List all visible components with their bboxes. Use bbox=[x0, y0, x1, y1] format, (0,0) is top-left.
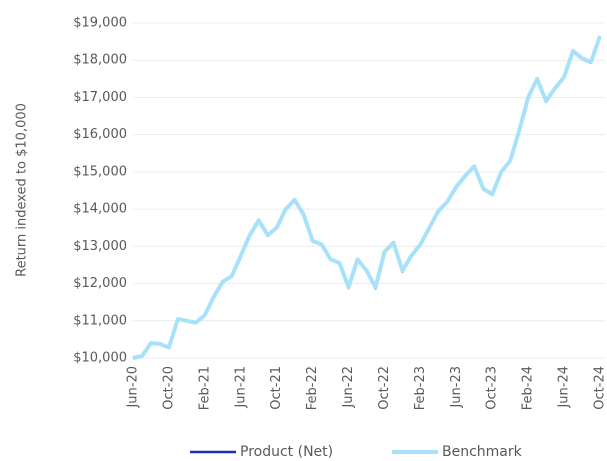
y-tick-label: $17,000 bbox=[73, 90, 127, 105]
x-tick-label: Feb-24 bbox=[521, 366, 536, 410]
y-tick-label: $18,000 bbox=[73, 53, 127, 68]
y-tick-label: $16,000 bbox=[73, 127, 127, 142]
x-tick-label: Jun-21 bbox=[233, 366, 248, 409]
y-tick-label: $19,000 bbox=[73, 16, 127, 31]
x-tick-label: Jun-20 bbox=[126, 366, 141, 409]
x-tick-label: Feb-23 bbox=[413, 366, 428, 410]
series-line bbox=[132, 35, 602, 360]
y-tick-label: $13,000 bbox=[73, 239, 127, 254]
x-tick-label: Oct-22 bbox=[377, 366, 392, 410]
x-tick-label: Feb-21 bbox=[197, 366, 212, 410]
y-tick-label: $11,000 bbox=[73, 313, 127, 328]
x-tick-label: Oct-20 bbox=[161, 366, 176, 410]
x-tick-label: Jun-22 bbox=[341, 366, 356, 409]
x-tick-label: Oct-24 bbox=[593, 366, 607, 410]
y-tick-label: $12,000 bbox=[73, 276, 127, 291]
y-tick-label: $15,000 bbox=[73, 164, 127, 179]
x-tick-label: Oct-23 bbox=[485, 366, 500, 410]
x-tick-label: Jun-24 bbox=[557, 366, 572, 409]
y-tick-label: $10,000 bbox=[73, 351, 127, 366]
x-tick-label: Jun-23 bbox=[449, 366, 464, 409]
series-line bbox=[132, 36, 602, 360]
y-axis-label: Return indexed to $10,000 bbox=[15, 103, 30, 277]
x-tick-label: Oct-21 bbox=[269, 366, 284, 410]
legend-label: Product (Net) bbox=[240, 444, 333, 460]
y-tick-label: $14,000 bbox=[73, 202, 127, 217]
x-tick-label: Feb-22 bbox=[305, 366, 320, 410]
legend-label: Benchmark bbox=[442, 444, 523, 460]
